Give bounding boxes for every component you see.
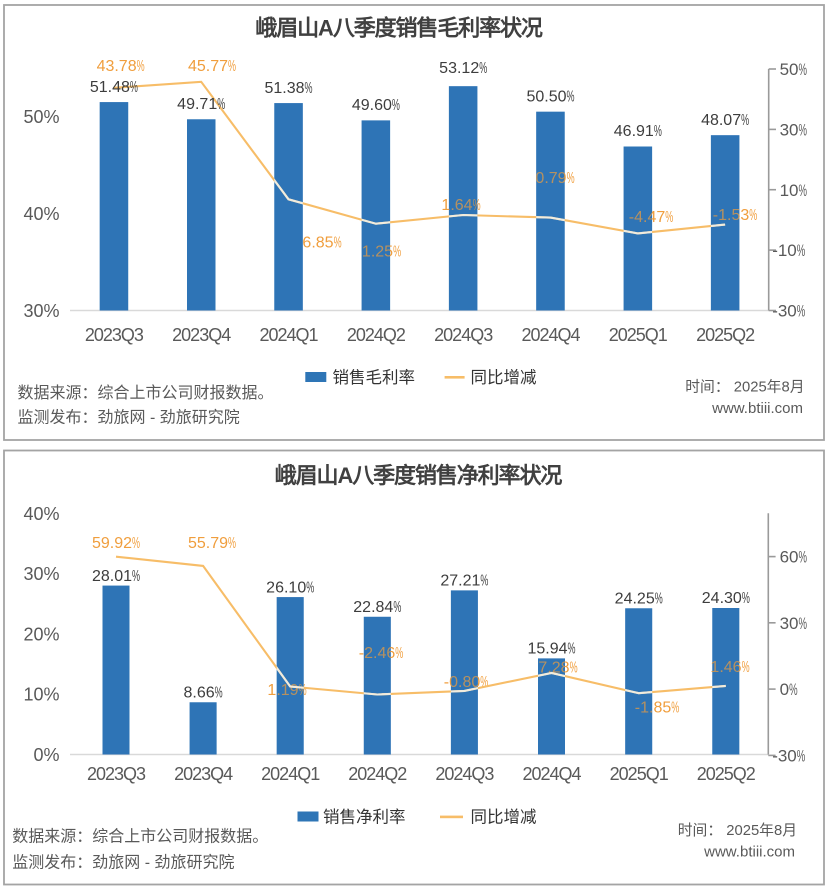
svg-text:同比增减: 同比增减 (471, 368, 538, 387)
svg-text:55.79%: 55.79% (188, 535, 236, 552)
svg-text:2023Q4: 2023Q4 (172, 325, 231, 345)
svg-text:2023Q4: 2023Q4 (174, 764, 233, 784)
svg-text:-30%: -30% (772, 747, 805, 766)
svg-text:1.19%: 1.19% (267, 682, 306, 699)
svg-text:30%: 30% (780, 614, 807, 633)
svg-text:1.64%: 1.64% (441, 197, 480, 214)
svg-text:-1.85%: -1.85% (635, 699, 679, 716)
svg-text:2023Q3: 2023Q3 (87, 764, 146, 784)
svg-text:20%: 20% (23, 624, 59, 644)
svg-text:数据来源：综合上市公司财报数据。: 数据来源：综合上市公司财报数据。 (12, 827, 268, 845)
svg-text:数据来源：综合上市公司财报数据。: 数据来源：综合上市公司财报数据。 (18, 384, 274, 402)
svg-text:2024Q4: 2024Q4 (522, 764, 581, 784)
svg-text:销售净利率: 销售净利率 (323, 808, 406, 827)
svg-text:10%: 10% (780, 181, 807, 200)
svg-text:2024Q2: 2024Q2 (348, 764, 407, 784)
svg-text:51.38%: 51.38% (264, 80, 312, 97)
svg-text:7.28%: 7.28% (538, 659, 577, 676)
svg-text:1.25%: 1.25% (362, 243, 401, 260)
svg-text:1.46%: 1.46% (710, 659, 749, 676)
svg-text:2024Q2: 2024Q2 (347, 325, 406, 345)
svg-text:2025Q2: 2025Q2 (696, 325, 755, 345)
svg-text:2024Q4: 2024Q4 (521, 325, 580, 345)
svg-text:49.60%: 49.60% (352, 97, 400, 114)
svg-text:10%: 10% (23, 685, 59, 705)
svg-text:51.48%: 51.48% (90, 79, 138, 96)
svg-text:2024Q1: 2024Q1 (259, 325, 318, 345)
svg-text:-30%: -30% (772, 302, 805, 321)
svg-text:30%: 30% (780, 121, 807, 140)
svg-text:监测发布：劲旅网 - 劲旅研究院: 监测发布：劲旅网 - 劲旅研究院 (12, 853, 234, 871)
svg-text:-10%: -10% (772, 241, 805, 260)
svg-text:-2.46%: -2.46% (359, 645, 403, 662)
svg-text:45.77%: 45.77% (188, 58, 236, 75)
svg-text:时间： 2025年8月: 时间： 2025年8月 (685, 378, 804, 395)
svg-text:22.84%: 22.84% (353, 599, 401, 616)
svg-text:40%: 40% (23, 204, 59, 224)
svg-text:50%: 50% (23, 107, 59, 127)
svg-text:峨眉山A八季度销售净利率状况: 峨眉山A八季度销售净利率状况 (275, 463, 563, 488)
svg-text:-4.47%: -4.47% (629, 209, 673, 226)
svg-text:40%: 40% (23, 504, 59, 524)
svg-text:销售毛利率: 销售毛利率 (333, 368, 416, 387)
svg-text:-1.53%: -1.53% (713, 207, 757, 224)
svg-text:2025Q1: 2025Q1 (609, 325, 668, 345)
svg-text:60%: 60% (780, 548, 807, 567)
svg-text:30%: 30% (23, 301, 59, 321)
svg-text:26.10%: 26.10% (266, 579, 314, 596)
svg-text:2024Q3: 2024Q3 (435, 764, 494, 784)
svg-text:50%: 50% (780, 60, 807, 79)
svg-text:24.25%: 24.25% (615, 591, 663, 608)
svg-text:www.btiii.com: www.btiii.com (703, 843, 795, 860)
svg-text:28.01%: 28.01% (92, 568, 140, 585)
svg-text:同比增减: 同比增减 (471, 808, 538, 827)
svg-text:0%: 0% (780, 680, 798, 699)
svg-text:0.79%: 0.79% (535, 170, 574, 187)
svg-text:46.91%: 46.91% (614, 123, 662, 140)
svg-text:15.94%: 15.94% (527, 641, 575, 658)
svg-text:8.66%: 8.66% (184, 685, 223, 702)
svg-text:2025Q2: 2025Q2 (697, 764, 756, 784)
svg-text:峨眉山A八季度销售毛利率状况: 峨眉山A八季度销售毛利率状况 (255, 16, 543, 41)
svg-text:0%: 0% (33, 745, 59, 765)
svg-text:2023Q3: 2023Q3 (85, 325, 144, 345)
svg-text:43.78%: 43.78% (97, 58, 145, 75)
svg-text:49.71%: 49.71% (177, 96, 225, 113)
svg-text:-0.80%: -0.80% (444, 674, 488, 691)
svg-text:48.07%: 48.07% (701, 112, 749, 129)
svg-text:27.21%: 27.21% (440, 573, 488, 590)
svg-text:53.12%: 53.12% (439, 60, 487, 77)
svg-text:24.30%: 24.30% (702, 590, 750, 607)
svg-text:6.85%: 6.85% (302, 234, 341, 251)
svg-text:50.50%: 50.50% (526, 88, 574, 105)
svg-text:时间： 2025年8月: 时间： 2025年8月 (678, 822, 797, 839)
svg-text:监测发布：劲旅网 - 劲旅研究院: 监测发布：劲旅网 - 劲旅研究院 (18, 408, 240, 426)
svg-text:www.btiii.com: www.btiii.com (711, 400, 803, 417)
svg-text:59.92%: 59.92% (92, 535, 140, 552)
svg-text:2024Q3: 2024Q3 (434, 325, 493, 345)
svg-text:30%: 30% (23, 564, 59, 584)
svg-text:2024Q1: 2024Q1 (261, 764, 320, 784)
svg-text:2025Q1: 2025Q1 (610, 764, 669, 784)
